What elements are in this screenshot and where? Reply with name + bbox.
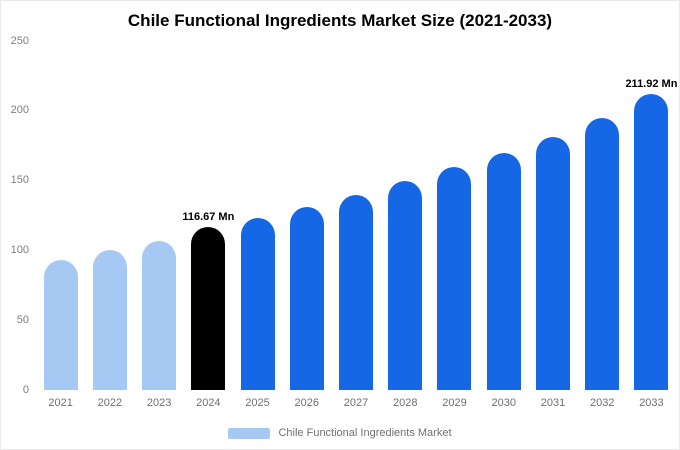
bar-column bbox=[479, 41, 528, 390]
bar[interactable] bbox=[92, 250, 127, 390]
bar[interactable] bbox=[191, 227, 226, 390]
x-axis-tick-label: 2030 bbox=[491, 397, 516, 409]
x-axis-tick-label: 2021 bbox=[48, 397, 73, 409]
y-axis-tick-label: 200 bbox=[10, 104, 29, 117]
bar-column bbox=[381, 41, 430, 390]
bar-column bbox=[85, 41, 134, 390]
bar[interactable] bbox=[388, 180, 423, 390]
x-axis-tick-label: 2031 bbox=[540, 397, 566, 409]
bar[interactable] bbox=[43, 260, 78, 390]
legend[interactable]: Chile Functional Ingredients Market bbox=[1, 427, 679, 439]
x-axis-tick-label: 2026 bbox=[294, 397, 320, 409]
bar-value-label: 116.67 Mn bbox=[182, 211, 235, 224]
bar-column bbox=[430, 41, 479, 390]
x-axis-tick-label: 2033 bbox=[639, 397, 664, 409]
bar[interactable] bbox=[339, 194, 374, 390]
x-axis-tick-label: 2025 bbox=[245, 397, 270, 409]
bar[interactable] bbox=[634, 94, 669, 390]
bar-column bbox=[233, 41, 282, 390]
x-axis-tick-label: 2024 bbox=[196, 397, 221, 409]
bar[interactable] bbox=[535, 137, 570, 390]
plot-area: 116.67 Mn 211.92 Mn bbox=[36, 41, 678, 390]
bar-column bbox=[578, 41, 627, 390]
bar-column bbox=[282, 41, 331, 390]
x-axis-tick-label: 2027 bbox=[343, 397, 369, 409]
bar-column: 211.92 Mn bbox=[625, 41, 678, 390]
bar-column bbox=[528, 41, 577, 390]
x-axis-tick-label: 2029 bbox=[442, 397, 467, 409]
bar-column bbox=[134, 41, 183, 390]
chart-title: Chile Functional Ingredients Market Size… bbox=[127, 11, 553, 30]
legend-swatch bbox=[228, 427, 271, 439]
y-axis-tick-label: 250 bbox=[10, 34, 29, 47]
y-axis-tick-label: 100 bbox=[10, 243, 29, 256]
legend-label: Chile Functional Ingredients Market bbox=[278, 427, 452, 439]
bar-column bbox=[36, 41, 85, 390]
bar-column: 116.67 Mn bbox=[182, 41, 235, 390]
bar[interactable] bbox=[486, 152, 521, 390]
bar-value-label: 211.92 Mn bbox=[625, 78, 678, 91]
bar[interactable] bbox=[142, 240, 177, 390]
bar[interactable] bbox=[240, 218, 275, 390]
bar[interactable] bbox=[289, 207, 324, 390]
bar-column bbox=[331, 41, 380, 390]
x-axis-tick-label: 2022 bbox=[97, 397, 123, 409]
y-axis-tick-label: 0 bbox=[22, 383, 29, 396]
bar[interactable] bbox=[437, 166, 472, 390]
y-axis-tick-label: 50 bbox=[16, 313, 29, 326]
y-axis: 0 50 100 150 200 250 bbox=[1, 1, 29, 449]
x-axis-tick-label: 2032 bbox=[589, 397, 615, 409]
x-axis-tick-label: 2023 bbox=[146, 397, 172, 409]
x-axis: 2021 2022 2023 2024 2025 2026 2027 2028 2029 2030… bbox=[36, 397, 676, 409]
bar[interactable] bbox=[585, 117, 620, 390]
y-axis-tick-label: 150 bbox=[10, 174, 29, 187]
x-axis-tick-label: 2028 bbox=[393, 397, 418, 409]
